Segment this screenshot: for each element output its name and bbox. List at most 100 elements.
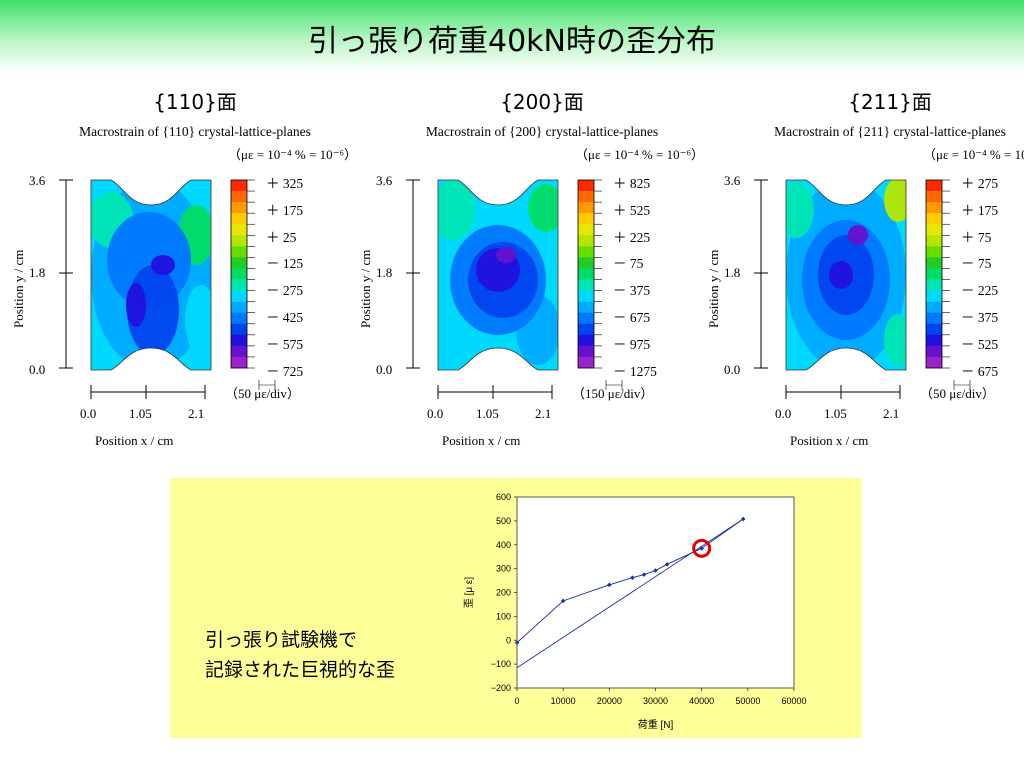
specimen-outline xyxy=(437,179,559,371)
x-tick-label: 30000 xyxy=(643,696,668,706)
contour-region xyxy=(829,261,853,289)
contour-region xyxy=(185,285,211,355)
x-axis-title: Position x / cm xyxy=(790,433,869,448)
y-tick-label: 400 xyxy=(496,540,511,550)
colorbar-swatch xyxy=(231,279,247,291)
colorbar-swatch xyxy=(578,180,594,192)
y-axis-title: Position y / cm xyxy=(358,249,373,328)
division-bracket xyxy=(605,380,623,390)
colorbar-swatch xyxy=(926,224,942,236)
colorbar-swatch xyxy=(231,312,247,325)
colorbar-swatch xyxy=(578,290,594,302)
legend-label: ＋ 275 xyxy=(961,176,999,191)
legend-label: ＋ 25 xyxy=(266,229,297,245)
map-caption: Macrostrain of {200} crystal-lattice-pla… xyxy=(425,124,659,139)
colorbar-swatch xyxy=(926,312,942,325)
strain-map-panel: {211}面 Macrostrain of {211} crystal-latt… xyxy=(706,80,1024,460)
colorbar-swatch xyxy=(926,279,942,291)
contour-region xyxy=(528,184,558,232)
y-tick-label: 3.6 xyxy=(376,173,393,188)
colorbar xyxy=(230,179,255,369)
colorbar-swatch xyxy=(231,301,247,314)
legend-label: ＋ 75 xyxy=(961,229,992,245)
colorbar-swatch xyxy=(926,323,942,336)
colorbar-swatch xyxy=(231,191,247,203)
colorbar-swatch xyxy=(231,180,247,192)
x-tick-label: 2.1 xyxy=(188,406,205,421)
contour-region xyxy=(786,182,814,238)
x-tick-label: 60000 xyxy=(781,696,806,706)
colorbar-swatch xyxy=(926,334,942,347)
contour-region xyxy=(126,283,146,327)
x-tick-label: 50000 xyxy=(735,696,760,706)
legend-label: － 275 xyxy=(266,283,304,299)
contour-region xyxy=(151,255,175,275)
legend-label: － 575 xyxy=(266,336,304,352)
contour-region xyxy=(438,180,475,240)
x-tick-label: 0.0 xyxy=(775,406,792,421)
y-tick-label: 500 xyxy=(496,516,511,526)
x-tick-label: 0.0 xyxy=(427,406,444,421)
colorbar-swatch xyxy=(231,290,247,302)
legend-label: ＋ 225 xyxy=(613,229,651,245)
x-tick-label: 40000 xyxy=(689,696,714,706)
colorbar-swatch xyxy=(231,213,247,225)
y-axis-title: Position y / cm xyxy=(706,249,721,328)
map-caption: Macrostrain of {211} crystal-lattice-pla… xyxy=(774,124,1006,139)
y-tick-label: −200 xyxy=(491,683,511,693)
data-point xyxy=(653,568,658,573)
x-tick-label: 1.05 xyxy=(824,406,847,421)
colorbar-swatch xyxy=(578,257,594,269)
box-caption: 引っ張り試験機で 記録された巨視的な歪 xyxy=(205,625,395,685)
colorbar xyxy=(925,179,950,369)
specimen-outline xyxy=(785,179,907,371)
x-tick-label: 0 xyxy=(514,696,519,706)
strain-map-panel: {200}面 Macrostrain of {200} crystal-latt… xyxy=(358,80,712,460)
strain-contour-map xyxy=(91,180,211,370)
y-tick-label: 600 xyxy=(496,492,511,502)
y-tick-label: 3.6 xyxy=(29,173,46,188)
colorbar-swatch xyxy=(578,323,594,336)
y-tick-label: 0 xyxy=(506,635,511,645)
x-tick-label: 2.1 xyxy=(883,406,900,421)
contour-region xyxy=(496,247,516,263)
plane-label: {110}面 xyxy=(153,90,237,114)
colorbar-swatch xyxy=(231,224,247,236)
colorbar-swatch xyxy=(578,268,594,280)
y-axis-title: 歪 [μ ε] xyxy=(463,577,475,609)
colorbar xyxy=(577,179,602,369)
colorbar-swatch xyxy=(231,268,247,280)
colorbar-swatch xyxy=(926,290,942,302)
box-caption-line-2: 記録された巨視的な歪 xyxy=(205,659,396,681)
y-tick-label: 1.8 xyxy=(724,265,741,280)
legend-label: － 375 xyxy=(961,310,999,325)
colorbar-swatch xyxy=(926,257,942,269)
y-tick-label: 0.0 xyxy=(724,362,741,377)
legend-label: － 675 xyxy=(961,363,999,379)
strain-map-graphic xyxy=(59,179,276,399)
x-tick-label: 0.0 xyxy=(80,406,97,421)
legend-label: ＋ 175 xyxy=(266,202,304,218)
y-tick-label: 1.8 xyxy=(376,265,393,280)
map-units: （με = 10⁻⁴ % = 10⁻⁶） xyxy=(228,147,357,162)
legend-label: － 525 xyxy=(961,336,999,352)
x-tick-label: 1.05 xyxy=(129,406,152,421)
colorbar-swatch xyxy=(926,246,942,258)
division-bracket xyxy=(258,380,276,390)
legend-label: ＋ 325 xyxy=(266,176,304,191)
colorbar-swatch xyxy=(231,356,247,369)
legend-label: － 675 xyxy=(613,310,651,325)
y-tick-label: 1.8 xyxy=(29,265,46,280)
colorbar-swatch xyxy=(578,345,594,358)
contour-region xyxy=(884,314,906,366)
strain-map-panel: {110}面 Macrostrain of {110} crystal-latt… xyxy=(11,80,365,460)
legend-label: － 725 xyxy=(266,363,304,379)
strain-contour-map xyxy=(438,180,558,370)
legend-label: － 425 xyxy=(266,310,304,325)
highlight-circle xyxy=(692,538,712,558)
colorbar-swatch xyxy=(578,235,594,247)
legend-label: ＋ 175 xyxy=(961,202,999,218)
colorbar-swatch xyxy=(231,323,247,336)
strain-map-graphic xyxy=(406,179,623,399)
colorbar-swatch xyxy=(926,345,942,358)
